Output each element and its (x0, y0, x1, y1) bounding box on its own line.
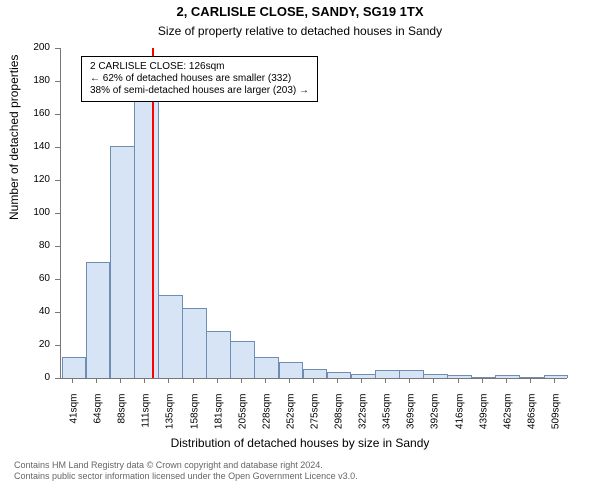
y-tick-label: 0 (0, 372, 50, 383)
histogram-bar (544, 375, 569, 378)
y-tick-label: 180 (0, 75, 50, 86)
x-tick-label: 369sqm (406, 394, 417, 444)
x-tick-label: 111sqm (141, 394, 152, 444)
x-tick-label: 135sqm (165, 394, 176, 444)
histogram-bar (206, 331, 231, 378)
x-tick-mark (433, 378, 434, 383)
y-tick-label: 20 (0, 339, 50, 350)
y-tick-mark (55, 345, 60, 346)
y-tick-mark (55, 180, 60, 181)
y-tick-label: 60 (0, 273, 50, 284)
x-tick-label: 228sqm (261, 394, 272, 444)
annotation-line: 2 CARLISLE CLOSE: 126sqm (90, 61, 309, 73)
chart-title: 2, CARLISLE CLOSE, SANDY, SG19 1TX (0, 4, 600, 19)
histogram-bar (86, 262, 111, 379)
histogram-bar (520, 377, 545, 378)
x-tick-label: 205sqm (237, 394, 248, 444)
x-tick-mark (72, 378, 73, 383)
x-tick-mark (168, 378, 169, 383)
footer: Contains HM Land Registry data © Crown c… (14, 460, 358, 483)
x-tick-label: 462sqm (502, 394, 513, 444)
x-tick-label: 181sqm (213, 394, 224, 444)
x-tick-mark (385, 378, 386, 383)
x-tick-label: 486sqm (526, 394, 537, 444)
histogram-bar (447, 375, 472, 378)
histogram-bar (62, 357, 87, 378)
histogram-bar (399, 370, 424, 378)
x-tick-label: 275sqm (310, 394, 321, 444)
y-tick-label: 80 (0, 240, 50, 251)
x-tick-label: 41sqm (69, 394, 80, 444)
y-tick-mark (55, 378, 60, 379)
x-tick-label: 509sqm (550, 394, 561, 444)
y-tick-mark (55, 279, 60, 280)
histogram-bar (495, 375, 520, 378)
x-tick-mark (265, 378, 266, 383)
x-tick-mark (482, 378, 483, 383)
y-tick-label: 200 (0, 42, 50, 53)
histogram-bar (158, 295, 183, 379)
footer-line: Contains public sector information licen… (14, 471, 358, 482)
x-tick-label: 158sqm (189, 394, 200, 444)
y-tick-mark (55, 147, 60, 148)
y-tick-mark (55, 246, 60, 247)
y-tick-label: 160 (0, 108, 50, 119)
histogram-bar (254, 357, 279, 378)
y-tick-mark (55, 48, 60, 49)
y-tick-mark (55, 312, 60, 313)
x-tick-mark (506, 378, 507, 383)
x-tick-label: 345sqm (382, 394, 393, 444)
x-tick-mark (361, 378, 362, 383)
x-tick-label: 392sqm (430, 394, 441, 444)
x-tick-mark (554, 378, 555, 383)
histogram-bar (110, 146, 135, 378)
footer-line: Contains HM Land Registry data © Crown c… (14, 460, 358, 471)
histogram-bar (351, 374, 376, 378)
histogram-bar (375, 370, 400, 378)
chart-subtitle: Size of property relative to detached ho… (0, 24, 600, 38)
x-tick-mark (193, 378, 194, 383)
x-tick-mark (337, 378, 338, 383)
x-tick-mark (458, 378, 459, 383)
x-tick-mark (217, 378, 218, 383)
histogram-bar (327, 372, 352, 378)
x-tick-mark (289, 378, 290, 383)
annotation-line: 38% of semi-detached houses are larger (… (90, 85, 309, 97)
y-tick-mark (55, 81, 60, 82)
x-tick-mark (409, 378, 410, 383)
x-tick-label: 322sqm (358, 394, 369, 444)
y-tick-mark (55, 213, 60, 214)
histogram-bar (423, 374, 448, 378)
x-tick-label: 298sqm (334, 394, 345, 444)
x-tick-mark (241, 378, 242, 383)
y-tick-label: 100 (0, 207, 50, 218)
x-tick-label: 88sqm (117, 394, 128, 444)
y-tick-label: 120 (0, 174, 50, 185)
histogram-bar (230, 341, 255, 378)
y-tick-mark (55, 114, 60, 115)
annotation-line: ← 62% of detached houses are smaller (33… (90, 73, 309, 85)
histogram-bar (303, 369, 328, 378)
y-tick-label: 140 (0, 141, 50, 152)
x-tick-label: 64sqm (93, 394, 104, 444)
y-tick-label: 40 (0, 306, 50, 317)
plot-area: 2 CARLISLE CLOSE: 126sqm ← 62% of detach… (60, 48, 567, 379)
x-tick-label: 416sqm (454, 394, 465, 444)
histogram-bar (182, 308, 207, 378)
x-tick-mark (120, 378, 121, 383)
chart-container: { "header": { "title": "2, CARLISLE CLOS… (0, 0, 600, 500)
histogram-bar (279, 362, 304, 378)
annotation-box: 2 CARLISLE CLOSE: 126sqm ← 62% of detach… (81, 56, 318, 102)
histogram-bar (471, 377, 496, 378)
x-tick-mark (530, 378, 531, 383)
x-tick-mark (313, 378, 314, 383)
histogram-bar (134, 97, 159, 379)
x-tick-label: 439sqm (478, 394, 489, 444)
x-tick-label: 252sqm (285, 394, 296, 444)
x-tick-mark (144, 378, 145, 383)
x-tick-mark (96, 378, 97, 383)
